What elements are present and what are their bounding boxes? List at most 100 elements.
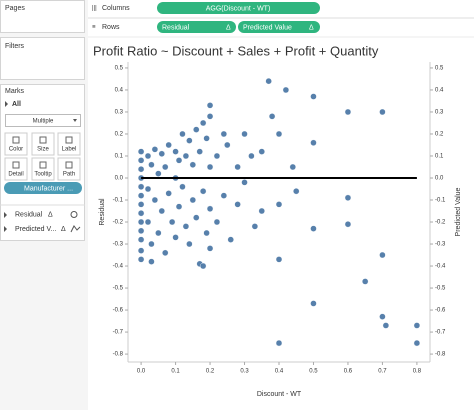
data-point <box>137 210 145 217</box>
rows-pill[interactable] <box>238 21 320 33</box>
y-tick-label: -0.2 <box>113 220 124 226</box>
measure-predicted[interactable]: Predicted V... <box>15 226 56 233</box>
data-point <box>220 130 228 138</box>
y2-tick-label: -0.6 <box>435 308 446 314</box>
data-point <box>137 192 145 199</box>
data-point <box>144 185 152 193</box>
data-point <box>206 205 214 213</box>
y2-tick-label: -0.8 <box>435 352 446 358</box>
x-tick-label: 0.5 <box>309 369 318 375</box>
y2-tick-label: 0.5 <box>435 66 444 72</box>
data-point <box>344 108 352 116</box>
data-point <box>172 234 179 241</box>
data-point <box>203 229 210 237</box>
mark-button[interactable] <box>4 157 28 181</box>
y2-tick-label: 0.1 <box>435 154 444 160</box>
y-tick-label: 0.4 <box>115 88 124 94</box>
mark-type-dropdown[interactable] <box>5 114 81 127</box>
data-point <box>148 161 155 168</box>
button-icon <box>12 136 20 144</box>
x-tick-label: 0.4 <box>275 369 284 375</box>
mark-button[interactable] <box>57 132 81 156</box>
data-point <box>241 130 248 138</box>
chart-title: Profit Ratio ~ Discount + Sales + Profit… <box>93 43 379 58</box>
x-tick-label: 0.1 <box>171 369 180 375</box>
marks-title: Marks <box>5 88 25 95</box>
y-tick-label: -0.3 <box>113 242 124 248</box>
data-point <box>162 163 169 171</box>
y-axis-title: Residual <box>99 198 106 226</box>
data-point <box>193 214 200 221</box>
y-tick-label: -0.4 <box>113 264 124 270</box>
button-icon <box>39 161 47 169</box>
x-tick-label: 0.3 <box>240 369 249 375</box>
data-point <box>148 240 155 248</box>
data-point <box>275 339 283 347</box>
rows-pill[interactable] <box>157 21 236 33</box>
data-point <box>382 322 390 329</box>
delta: Δ <box>48 211 53 218</box>
mark-button-label: Detail <box>8 172 23 178</box>
filters-title[interactable]: Filters <box>5 43 25 50</box>
button-icon <box>65 136 73 144</box>
mark-button[interactable] <box>57 157 81 181</box>
data-point <box>248 152 255 160</box>
y2-tick-label: 0.2 <box>435 132 444 138</box>
data-point <box>379 108 386 116</box>
x-tick-label: 0.0 <box>137 369 146 375</box>
data-point <box>144 218 152 226</box>
data-point <box>158 150 165 157</box>
data-point <box>155 229 162 237</box>
data-point <box>275 130 283 138</box>
data-point <box>413 339 421 347</box>
data-point <box>206 102 214 109</box>
data-point <box>137 201 145 208</box>
mark-button[interactable] <box>31 157 55 181</box>
measure-residual[interactable]: Residual <box>15 211 43 218</box>
y-tick-label: -0.5 <box>113 286 124 292</box>
data-point <box>179 183 186 190</box>
data-point <box>168 218 176 226</box>
data-point <box>258 207 265 215</box>
data-point <box>137 183 145 190</box>
data-point <box>234 201 241 208</box>
data-point <box>165 190 172 197</box>
data-point <box>186 240 193 248</box>
expand-icon[interactable] <box>4 212 7 218</box>
y2-axis-title: Predicted Value <box>455 187 462 236</box>
mark-buttons: Color Size Label Detail Tooltip Path <box>4 132 81 181</box>
expand-icon[interactable] <box>5 101 8 107</box>
data-point <box>227 236 234 243</box>
data-point <box>275 256 283 263</box>
mark-button-label: Color <box>9 147 23 153</box>
mark-type: Multiple <box>33 119 54 125</box>
data-point <box>224 141 231 149</box>
pages-title[interactable]: Pages <box>5 5 25 12</box>
y-tick-label: 0.3 <box>115 110 124 116</box>
mark-button-label: Label <box>62 147 77 153</box>
y2-tick-label: 0.4 <box>435 88 444 94</box>
detail-pill-text: Manufacturer ... <box>24 185 73 192</box>
data-point <box>144 152 152 160</box>
y-tick-label: -0.8 <box>113 352 124 358</box>
data-point <box>344 221 352 228</box>
marks-all[interactable]: All <box>12 101 21 108</box>
button-icon <box>12 161 20 169</box>
columns-pill[interactable] <box>157 2 320 14</box>
data-point <box>251 223 259 230</box>
view <box>88 38 474 410</box>
detail-pill[interactable] <box>4 182 82 194</box>
mark-button[interactable] <box>4 132 28 156</box>
data-point <box>275 201 283 208</box>
data-point <box>289 163 296 171</box>
pages-card <box>0 0 85 33</box>
y2-tick-label: -0.5 <box>435 286 446 292</box>
expand-icon[interactable] <box>4 226 7 232</box>
mark-button[interactable] <box>31 132 55 156</box>
mark-button-label: Path <box>63 172 75 178</box>
data-point <box>186 137 193 144</box>
dropdown-arrow <box>73 119 77 122</box>
data-point <box>310 93 317 100</box>
rows-pill-text: Predicted Value <box>243 24 292 31</box>
data-point <box>151 146 159 153</box>
